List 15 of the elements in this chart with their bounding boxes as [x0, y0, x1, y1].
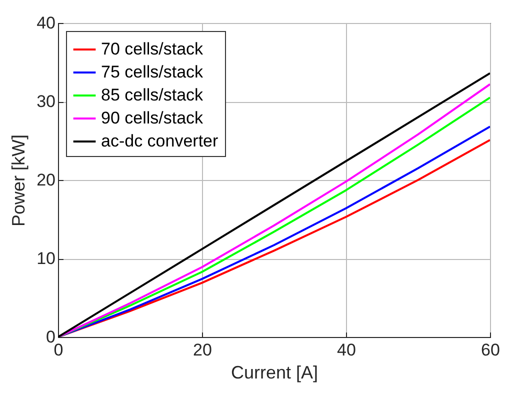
legend-label: 70 cells/stack	[101, 40, 204, 58]
legend-label: 90 cells/stack	[101, 108, 204, 128]
legend-label: ac-dc converter	[101, 132, 218, 150]
y-tick-label: 30	[36, 92, 56, 111]
y-tick-label: 0	[46, 328, 56, 346]
x-tick-label: 40	[337, 340, 356, 360]
y-axis-title: Power [kW]	[8, 134, 29, 227]
x-axis-title: Current [A]	[230, 362, 318, 382]
x-tick-label: 60	[481, 340, 500, 360]
x-tick-label: 20	[193, 340, 212, 360]
y-tick-label: 40	[36, 14, 56, 32]
legend-label: 85 cells/stack	[101, 86, 204, 104]
legend-label: 75 cells/stack	[101, 62, 204, 82]
y-tick-label: 10	[36, 249, 56, 268]
y-tick-label: 20	[36, 170, 56, 190]
